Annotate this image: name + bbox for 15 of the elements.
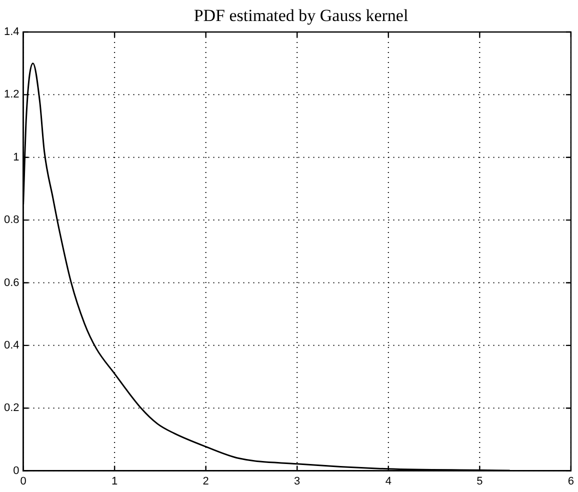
chart-title: PDF estimated by Gauss kernel xyxy=(192,6,410,26)
x-tick-label: 6 xyxy=(568,475,574,488)
x-tick-label: 1 xyxy=(112,475,118,488)
y-tick-label: 1.2 xyxy=(4,88,20,101)
y-tick-label: 0 xyxy=(13,464,20,477)
y-tick-label: 0.8 xyxy=(4,214,20,226)
y-tick-label: 0.6 xyxy=(4,276,20,289)
x-tick-label: 4 xyxy=(385,475,392,488)
y-tick-label: 0.4 xyxy=(4,339,20,352)
x-tick-label: 5 xyxy=(476,475,483,488)
x-tick-label: 2 xyxy=(202,475,209,488)
y-tick-label: 0.2 xyxy=(4,402,20,414)
x-tick-label: 3 xyxy=(294,475,300,488)
y-tick-label: 1.4 xyxy=(4,26,20,38)
y-tick-label: 1 xyxy=(13,151,20,164)
